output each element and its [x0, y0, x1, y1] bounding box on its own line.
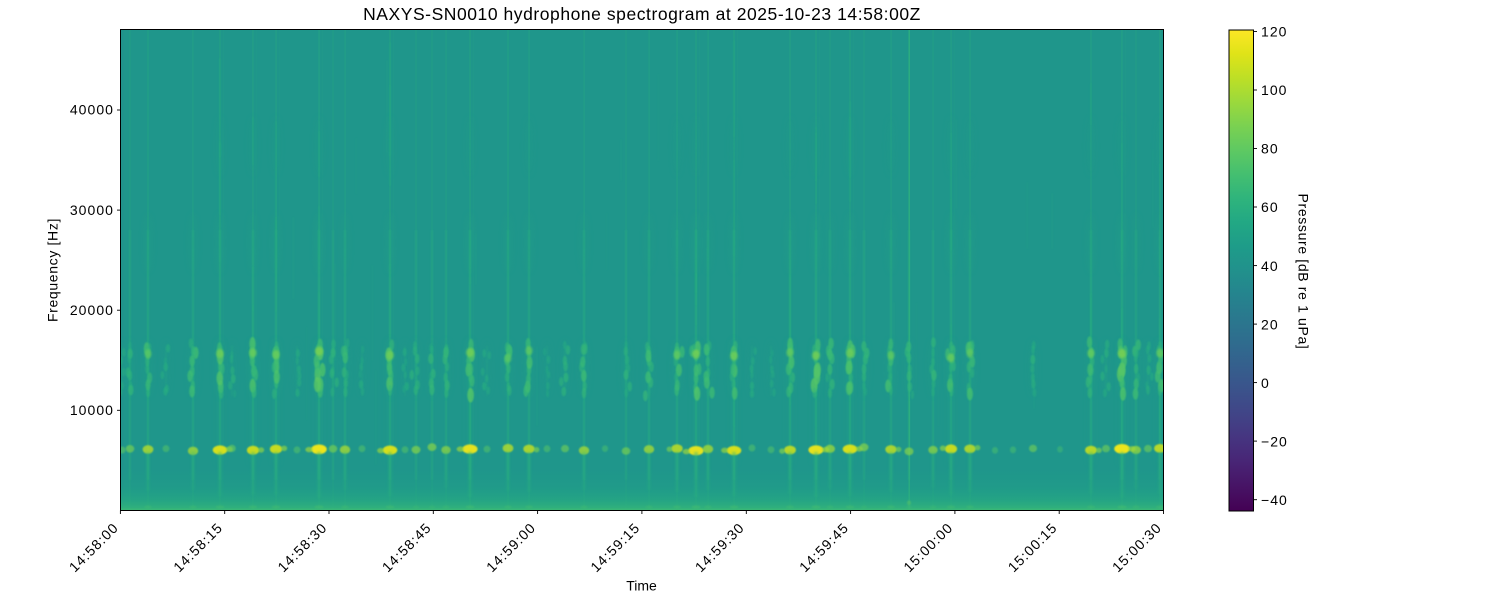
svg-text:14:59:15: 14:59:15 [587, 519, 643, 575]
svg-text:15:00:15: 15:00:15 [1005, 519, 1061, 575]
svg-text:40: 40 [1261, 258, 1279, 274]
svg-text:Frequency [Hz]: Frequency [Hz] [45, 218, 61, 322]
svg-text:100: 100 [1261, 82, 1288, 98]
svg-text:60: 60 [1261, 199, 1279, 215]
svg-text:14:59:00: 14:59:00 [483, 519, 539, 575]
svg-text:14:58:45: 14:58:45 [379, 519, 435, 575]
svg-text:20: 20 [1261, 316, 1279, 332]
svg-text:15:00:30: 15:00:30 [1109, 519, 1165, 575]
svg-text:14:59:45: 14:59:45 [796, 519, 852, 575]
svg-text:14:58:15: 14:58:15 [170, 519, 226, 575]
svg-text:14:58:30: 14:58:30 [274, 519, 330, 575]
svg-text:14:58:00: 14:58:00 [66, 519, 122, 575]
svg-text:80: 80 [1261, 141, 1279, 157]
svg-text:0: 0 [1261, 375, 1270, 391]
svg-text:30000: 30000 [70, 202, 114, 218]
svg-text:120: 120 [1261, 24, 1288, 40]
svg-text:NAXYS-SN0010 hydrophone spectr: NAXYS-SN0010 hydrophone spectrogram at 2… [363, 4, 921, 24]
svg-text:14:59:30: 14:59:30 [692, 519, 748, 575]
svg-text:Pressure [dB re 1 uPa]: Pressure [dB re 1 uPa] [1296, 194, 1312, 350]
svg-text:−20: −20 [1261, 433, 1288, 449]
svg-text:−40: −40 [1261, 492, 1288, 508]
svg-text:10000: 10000 [70, 402, 114, 418]
svg-text:15:00:00: 15:00:00 [900, 519, 956, 575]
svg-text:40000: 40000 [70, 102, 114, 118]
svg-text:20000: 20000 [70, 302, 114, 318]
svg-text:Time: Time [626, 578, 657, 594]
